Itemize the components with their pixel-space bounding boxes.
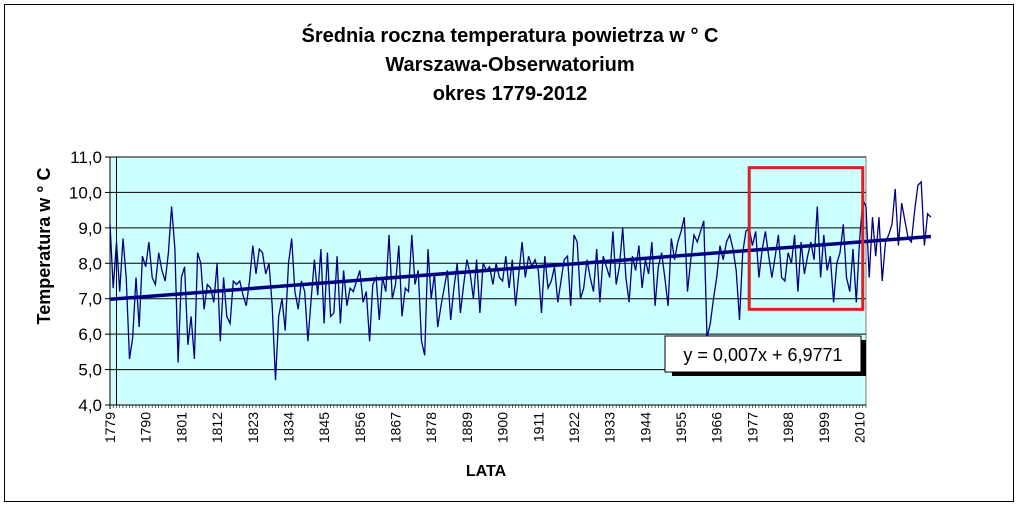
title-line-3: okres 1779-2012	[432, 83, 588, 105]
trend-equation-box: y = 0,007x + 6,9771	[664, 335, 866, 376]
chart-frame	[4, 4, 1014, 502]
x-axis: 1779 1790 1801 1812 1823 1834 1845 1856 1867 1878…	[102, 404, 868, 443]
y-tick-label: 7,0	[78, 290, 102, 309]
x-tick-label: 1889	[459, 412, 475, 443]
trend-line	[109, 234, 932, 302]
x-tick-label: 1801	[173, 412, 189, 443]
y-tick-label: 10,0	[69, 183, 102, 202]
x-tick-label: 1790	[138, 412, 154, 443]
x-tick-label: 1911	[530, 412, 546, 442]
x-tick-label: 1922	[566, 412, 582, 443]
y-tick-label: 9,0	[78, 219, 102, 238]
y-tick-label: 6,0	[78, 325, 102, 344]
x-tick-label: 1955	[673, 412, 689, 443]
y-tick-label: 4,0	[78, 396, 102, 415]
x-tick-label: 2010	[852, 412, 868, 443]
x-tick-label: 1999	[816, 412, 832, 443]
temperature-series-line	[109, 180, 932, 381]
y-tick-label: 8,0	[78, 254, 102, 273]
y-tick-label: 5,0	[78, 361, 102, 380]
x-tick-label: 1834	[280, 412, 296, 443]
y-tick-label: 11,0	[70, 148, 102, 167]
x-tick-label: 1856	[352, 412, 368, 443]
x-tick-label: 1900	[495, 412, 511, 443]
title-line-1: Średnia roczna temperatura powietrza w °…	[301, 25, 719, 47]
trend-equation: y = 0,007x + 6,9771	[683, 345, 842, 365]
x-tick-label: 1845	[316, 412, 332, 443]
x-tick-label: 1933	[602, 412, 618, 443]
y-axis: 4,0 5,0 6,0 7,0 8,0 9,0 10,0 11,0	[69, 148, 117, 415]
x-tick-label: 1878	[423, 412, 439, 443]
title-line-2: Warszawa-Obserwatorium	[385, 54, 635, 76]
x-tick-label: 1867	[388, 412, 404, 443]
x-tick-label: 1988	[780, 412, 796, 443]
x-tick-label: 1779	[102, 412, 118, 443]
highlight-box	[747, 166, 865, 311]
x-tick-label: 1823	[245, 412, 261, 443]
x-tick-label: 1812	[209, 412, 225, 443]
x-tick-label: 1977	[744, 412, 760, 443]
x-axis-label: LATA	[466, 463, 507, 480]
x-tick-label: 1944	[637, 412, 653, 443]
y-axis-label: Temperatura w ° C	[34, 168, 54, 325]
chart-title: Średnia roczna temperatura powietrza w °…	[0, 22, 1020, 109]
x-tick-label: 1966	[709, 412, 725, 443]
